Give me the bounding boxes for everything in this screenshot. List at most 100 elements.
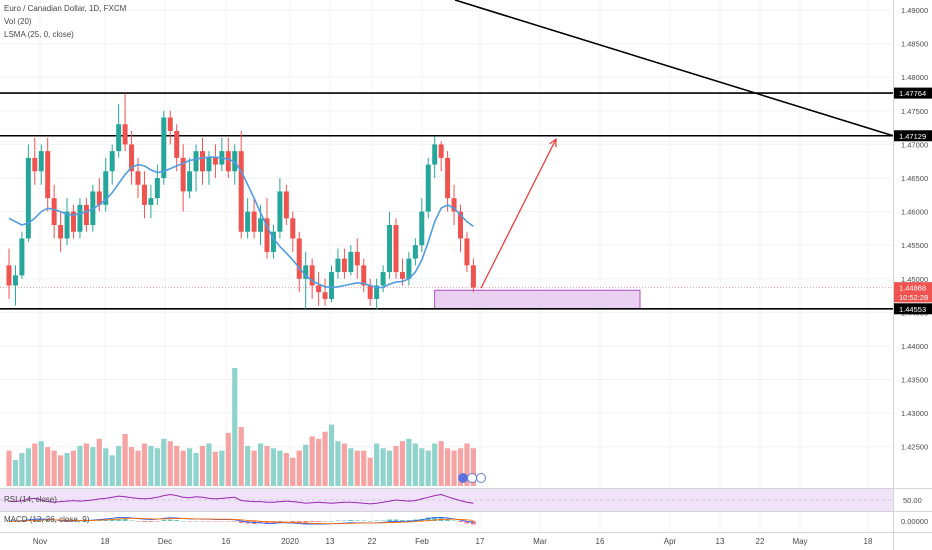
candle-body <box>6 265 12 286</box>
candle-body <box>206 157 212 172</box>
event-marker-icon[interactable] <box>458 473 468 483</box>
macd-hist-bar <box>6 520 12 521</box>
candles <box>6 93 476 309</box>
candle-body <box>309 265 315 286</box>
symbol-legend[interactable]: Euro / Canadian Dollar, 1D, FXCM <box>4 4 127 13</box>
candle-body <box>51 198 57 226</box>
price-axis-tick-label: 1.45000 <box>901 275 928 284</box>
candle-body <box>200 151 205 172</box>
candle-body <box>167 117 173 131</box>
macd-hist-bar <box>219 521 225 522</box>
volume-bar <box>296 450 302 486</box>
volume-bar <box>322 431 328 486</box>
event-marker-icon[interactable] <box>476 473 486 483</box>
support-zone[interactable] <box>434 289 641 310</box>
rsi-pane-label[interactable]: RSI (14, close) <box>4 495 57 504</box>
macd-hist-bar <box>303 521 309 523</box>
macd-hist-bar <box>142 521 147 522</box>
price-label-badge <box>894 291 932 303</box>
candle-body <box>129 144 135 172</box>
volume-bar <box>212 451 218 486</box>
macd-hist-bar <box>290 521 296 522</box>
candle-body <box>122 124 128 145</box>
macd-hist-bar <box>432 517 438 521</box>
candle-body <box>38 151 44 172</box>
candle-body <box>387 225 393 273</box>
macd-hist-bar <box>374 520 380 521</box>
candle-body <box>296 238 302 279</box>
macd-pane-label[interactable]: MACD (12, 26, close, 9) <box>4 515 90 524</box>
candle-body <box>96 191 102 205</box>
volume-bar <box>316 438 322 486</box>
volume-bar <box>380 448 386 486</box>
price-label-badge <box>894 303 932 315</box>
candle-body <box>135 171 141 185</box>
volume-bar <box>419 448 425 486</box>
event-icons[interactable] <box>458 473 486 483</box>
macd-hist-bar <box>258 521 263 524</box>
macd-hist-bar <box>464 521 470 524</box>
macd-hist-bar <box>367 521 373 522</box>
macd-hist-bar <box>58 521 63 522</box>
time-axis-tick-label: Feb <box>415 537 429 546</box>
macd-axis-value: 0.00000 <box>901 517 928 526</box>
volume-bar <box>445 448 451 486</box>
volume-bar <box>174 445 180 486</box>
price-label-text: 1.44553 <box>899 305 926 314</box>
candle-body <box>71 211 76 232</box>
macd-hist-bar <box>193 521 199 522</box>
volume-bar <box>290 457 296 486</box>
macd-hist-bar <box>354 520 360 521</box>
candle-body <box>25 157 31 239</box>
volume-bar <box>77 445 83 486</box>
macd-hist-bar <box>296 521 302 523</box>
candle-body <box>141 184 147 205</box>
price-label-text: 1.44868 <box>899 284 926 293</box>
macd-hist-bar <box>412 519 418 521</box>
volume-bar <box>432 443 438 486</box>
lsma-legend[interactable]: LSMA (25, 0, close) <box>4 30 74 39</box>
candle-body <box>12 275 18 286</box>
candle-body <box>393 225 399 273</box>
macd-hist-bar <box>238 521 244 523</box>
volume-bar <box>257 443 264 486</box>
time-axis-tick-label: Mar <box>533 537 547 546</box>
volume-bar <box>238 427 244 486</box>
macd-hist-bar <box>393 519 399 521</box>
macd-hist-bar <box>445 519 450 521</box>
price-axis-tick-label: 1.49000 <box>901 6 928 15</box>
macd-hist-bar <box>122 519 128 521</box>
volume-bar <box>32 443 38 486</box>
price-label-text: 1.47764 <box>899 89 926 98</box>
volume-bar <box>367 457 373 486</box>
time-axis-tick-label: 18 <box>864 537 873 546</box>
candle-body <box>64 211 70 239</box>
volume-bar <box>135 450 141 486</box>
trendline[interactable] <box>454 0 894 137</box>
time-axis-tick-label: 13 <box>326 537 335 546</box>
time-axis-tick-label: 22 <box>756 537 765 546</box>
volume-legend[interactable]: Vol (20) <box>4 17 32 26</box>
candle-body <box>251 211 257 232</box>
volume-bar <box>206 443 212 486</box>
candle-body <box>425 164 431 212</box>
candle-body <box>154 178 160 199</box>
volume-bar <box>341 443 347 486</box>
volume-bar <box>245 445 251 486</box>
candle-body <box>451 198 457 212</box>
projection-arrow[interactable] <box>480 138 557 289</box>
volume-bar <box>193 452 199 486</box>
macd-hist-bar <box>180 521 186 522</box>
event-marker-icon[interactable] <box>467 473 477 483</box>
macd-hist-bar <box>77 521 83 522</box>
price-axis-tick-label: 1.46000 <box>901 208 928 217</box>
volume-bar <box>167 441 173 486</box>
macd-hist-bar <box>51 521 57 522</box>
macd-hist-bar <box>45 520 51 521</box>
volume-bar <box>335 441 341 486</box>
macd-hist-bar <box>161 520 167 521</box>
price-axis-tick-label: 1.48500 <box>901 40 928 49</box>
time-axis-tick-label: 2020 <box>281 537 299 546</box>
